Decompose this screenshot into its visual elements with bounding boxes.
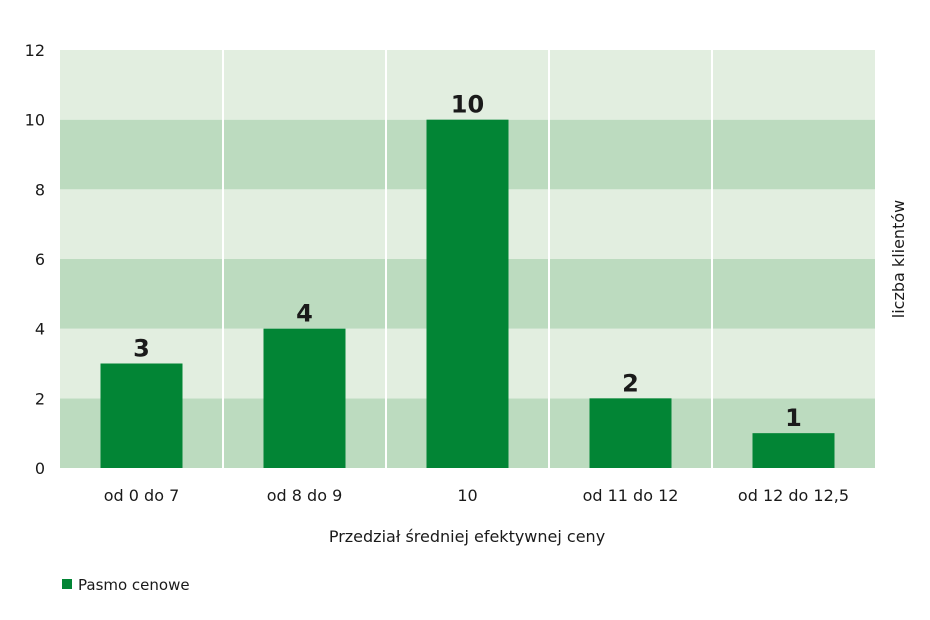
y-tick-label: 8 bbox=[35, 180, 45, 199]
data-labels: 3 4 10 2 1 bbox=[133, 91, 802, 432]
legend-label: Pasmo cenowe bbox=[78, 576, 190, 594]
y-axis-ticks: 0 2 4 6 8 10 12 bbox=[25, 41, 45, 478]
y-tick-label: 4 bbox=[35, 320, 45, 339]
vertical-gridline bbox=[711, 50, 713, 468]
data-label: 3 bbox=[133, 335, 150, 363]
x-tick-label: od 11 do 12 bbox=[583, 486, 679, 505]
data-label: 2 bbox=[622, 369, 639, 397]
x-tick-label: od 8 do 9 bbox=[267, 486, 343, 505]
x-axis-categories: od 0 do 7 od 8 do 9 10 od 11 do 12 od 12 do … bbox=[104, 486, 849, 505]
bar bbox=[263, 328, 346, 468]
y-tick-label: 10 bbox=[25, 111, 45, 130]
vertical-gridlines bbox=[222, 50, 713, 468]
data-label: 10 bbox=[451, 91, 484, 119]
x-tick-label: od 12 do 12,5 bbox=[738, 486, 849, 505]
vertical-gridline bbox=[548, 50, 550, 468]
background-band bbox=[60, 50, 875, 120]
bar bbox=[589, 398, 672, 468]
bar bbox=[426, 119, 509, 469]
legend-swatch bbox=[62, 579, 72, 589]
x-axis-title: Przedział średniej efektywnej ceny bbox=[329, 527, 605, 546]
data-label: 4 bbox=[296, 300, 313, 328]
vertical-gridline bbox=[385, 50, 387, 468]
bars bbox=[100, 119, 835, 469]
x-tick-label: 10 bbox=[457, 486, 477, 505]
bar bbox=[100, 363, 183, 468]
y-axis-title: liczba klientów bbox=[889, 200, 908, 318]
y-tick-label: 2 bbox=[35, 389, 45, 408]
data-label: 1 bbox=[785, 404, 802, 432]
vertical-gridline bbox=[222, 50, 224, 468]
x-tick-label: od 0 do 7 bbox=[104, 486, 180, 505]
y-tick-label: 6 bbox=[35, 250, 45, 269]
y-tick-label: 12 bbox=[25, 41, 45, 60]
legend: Pasmo cenowe bbox=[62, 576, 190, 594]
y-tick-label: 0 bbox=[35, 459, 45, 478]
bar bbox=[752, 433, 835, 468]
